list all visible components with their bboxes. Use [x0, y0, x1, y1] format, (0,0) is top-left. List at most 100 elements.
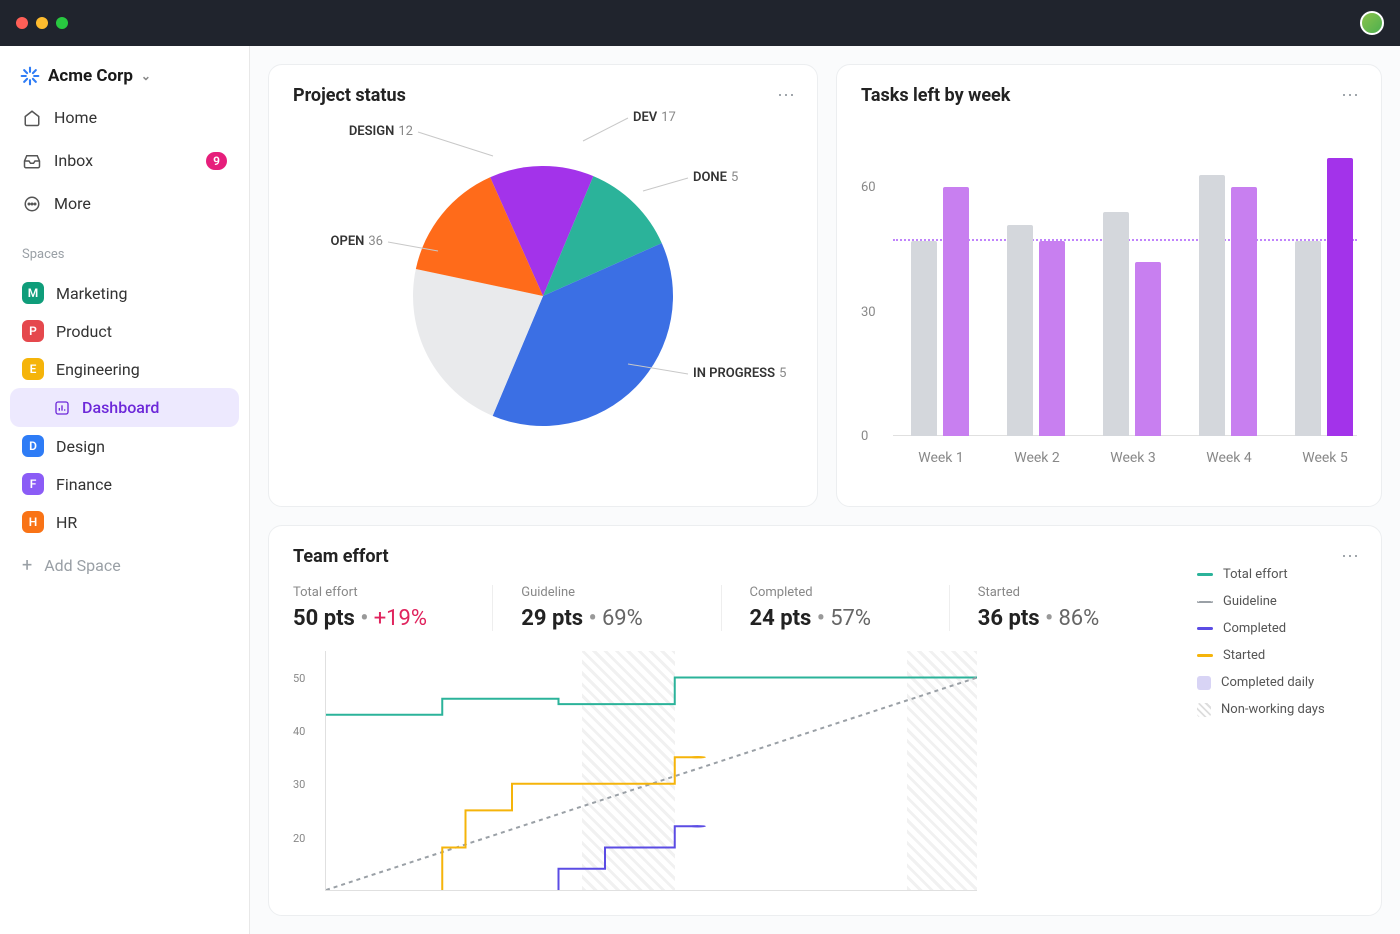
sidebar-space-marketing[interactable]: MMarketing [10, 274, 239, 312]
more-icon [22, 195, 42, 213]
space-label: Product [56, 322, 112, 341]
space-label: Marketing [56, 284, 127, 303]
bar-a [1007, 225, 1033, 436]
pie-label-done: DONE 5 [693, 170, 738, 185]
traffic-lights [16, 17, 68, 29]
nav-inbox[interactable]: Inbox 9 [10, 141, 239, 180]
sub-label: Dashboard [82, 398, 159, 417]
sidebar-space-engineering[interactable]: E Engineering [10, 350, 239, 388]
legend-label: Completed [1223, 621, 1286, 636]
bar-group-week-5 [1295, 158, 1353, 436]
bar-a [1103, 212, 1129, 436]
stat-started: Started36 pts • 86% [949, 585, 1177, 631]
bar-group-week-4 [1199, 175, 1257, 436]
stat-label: Started [978, 585, 1149, 600]
nav-label: Inbox [54, 151, 93, 170]
legend-label: Completed daily [1221, 675, 1314, 690]
x-axis-label: Week 3 [1093, 450, 1173, 466]
bar-group-week-1 [911, 187, 969, 436]
stat-guideline: Guideline 29 pts • 69% [492, 585, 720, 631]
pie-label-open: OPEN 36 [331, 234, 383, 249]
y-tick: 30 [293, 778, 305, 791]
space-label: Engineering [56, 360, 140, 379]
legend-label: Guideline [1223, 594, 1277, 609]
sidebar-space-finance[interactable]: FFinance [10, 465, 239, 503]
org-switcher[interactable]: Acme Corp ⌄ [10, 58, 239, 94]
pie-label-design: DESIGN 12 [349, 124, 413, 139]
titlebar [0, 0, 1400, 46]
legend-label: Non-working days [1221, 702, 1325, 717]
sidebar-space-product[interactable]: P Product [10, 312, 239, 350]
spaces-label: Spaces [10, 227, 239, 270]
card-more-icon[interactable]: ⋯ [777, 85, 797, 106]
sidebar-sub-dashboard[interactable]: Dashboard [10, 388, 239, 427]
project-status-card: Project status ⋯ DEV 17 DONE 5 IN PROGRESS… [268, 64, 818, 507]
x-axis-label: Week 1 [901, 450, 981, 466]
y-tick: 50 [293, 672, 305, 685]
legend-guideline: Guideline [1197, 594, 1357, 609]
legend-label: Total effort [1223, 567, 1288, 582]
stat-label: Guideline [521, 585, 692, 600]
sidebar-space-hr[interactable]: HHR [10, 503, 239, 541]
maximize-dot[interactable] [56, 17, 68, 29]
card-more-icon[interactable]: ⋯ [1341, 546, 1361, 567]
pie-label-in-progress: IN PROGRESS 5 [693, 366, 786, 381]
pie-label-dev: DEV 17 [633, 110, 676, 125]
line-chart: 20304050 [293, 651, 1177, 891]
plus-icon: + [22, 555, 32, 576]
bar-chart: 03060Week 1Week 2Week 3Week 4Week 5 [861, 126, 1357, 466]
bar-a [1295, 241, 1321, 436]
card-title: Tasks left by week [861, 85, 1357, 106]
line-started [442, 757, 698, 890]
bar-group-week-3 [1103, 212, 1161, 436]
legend-total-effort: Total effort [1197, 567, 1357, 582]
space-icon: P [22, 320, 44, 342]
avatar[interactable] [1360, 11, 1384, 35]
minimize-dot[interactable] [36, 17, 48, 29]
bar-group-week-2 [1007, 225, 1065, 436]
bar-b [943, 187, 969, 436]
close-dot[interactable] [16, 17, 28, 29]
legend-swatch [1197, 627, 1213, 630]
legend-non-working-days: Non-working days [1197, 702, 1357, 717]
x-axis-label: Week 5 [1285, 450, 1365, 466]
nav-home[interactable]: Home [10, 98, 239, 137]
card-more-icon[interactable]: ⋯ [1341, 85, 1361, 106]
stat-total-effort: Total effort50 pts • +19% [293, 585, 492, 631]
home-icon [22, 109, 42, 127]
dashboard-icon [54, 400, 72, 416]
inbox-badge: 9 [206, 152, 227, 170]
space-icon: E [22, 358, 44, 380]
x-axis-label: Week 2 [997, 450, 1077, 466]
pie-svg [408, 161, 678, 431]
org-name: Acme Corp [48, 66, 133, 86]
nav-label: More [54, 194, 91, 213]
add-space-button[interactable]: + Add Space [10, 545, 239, 586]
legend-completed-daily: Completed daily [1197, 675, 1357, 690]
y-axis-label: 0 [861, 429, 868, 444]
stat-value: 50 pts • +19% [293, 606, 464, 631]
y-axis-label: 60 [861, 180, 876, 195]
legend-swatch [1197, 601, 1213, 603]
x-axis-label: Week 4 [1189, 450, 1269, 466]
y-tick: 40 [293, 725, 305, 738]
legend-swatch [1197, 573, 1213, 576]
legend: Total effortGuidelineCompletedStartedCom… [1177, 567, 1357, 891]
y-axis-label: 30 [861, 305, 876, 320]
nav-more[interactable]: More [10, 184, 239, 223]
sidebar-space-design[interactable]: DDesign [10, 427, 239, 465]
stat-completed: Completed24 pts • 57% [721, 585, 949, 631]
space-icon: H [22, 511, 44, 533]
card-title: Team effort [293, 546, 1357, 567]
sidebar: Acme Corp ⌄ Home Inbox 9 More Spaces MMa… [0, 46, 250, 934]
bar-b [1231, 187, 1257, 436]
space-icon: F [22, 473, 44, 495]
legend-swatch [1197, 676, 1211, 690]
add-space-label: Add Space [44, 556, 121, 575]
stat-label: Completed [750, 585, 921, 600]
stat-value: 29 pts • 69% [521, 606, 692, 631]
effort-stats: Total effort50 pts • +19% Guideline 29 pts… [293, 585, 1177, 631]
bar-b [1327, 158, 1353, 436]
card-title: Project status [293, 85, 793, 106]
logo-icon [20, 66, 40, 86]
